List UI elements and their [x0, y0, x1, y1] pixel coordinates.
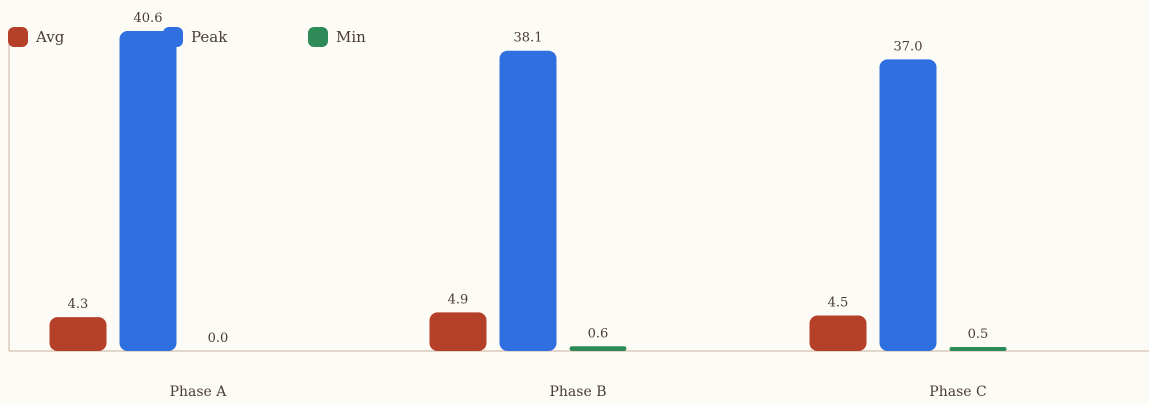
legend-swatch-avg	[8, 27, 28, 47]
bar-peak-phase-a	[119, 31, 177, 351]
bar-group	[49, 31, 1007, 351]
legend-item-min: Min	[308, 27, 366, 47]
value-label-min-phase-c: 0.5	[968, 327, 989, 342]
bar-avg-phase-c	[809, 315, 867, 351]
value-label-peak-phase-c: 37.0	[894, 39, 923, 54]
value-label-peak-phase-b: 38.1	[514, 31, 543, 46]
legend-label-min: Min	[336, 28, 366, 46]
category-label-phase-c: Phase C	[929, 384, 986, 400]
value-label-avg-phase-a: 4.3	[68, 297, 89, 312]
value-label-group: 4.3 4.9 4.5 40.6 38.1 37.0 0.0 0.6 0.5	[68, 11, 989, 346]
value-label-avg-phase-c: 4.5	[828, 296, 849, 311]
value-label-avg-phase-b: 4.9	[448, 292, 469, 307]
category-label-phase-b: Phase B	[550, 384, 607, 400]
legend-label-avg: Avg	[36, 28, 65, 46]
category-label-group: Phase A Phase B Phase C	[170, 384, 987, 400]
bar-min-phase-b	[569, 346, 627, 351]
bar-avg-phase-b	[429, 312, 487, 351]
value-label-min-phase-a: 0.0	[208, 331, 229, 346]
bar-peak-phase-c	[879, 59, 937, 351]
legend-swatch-peak	[163, 27, 183, 47]
legend-swatch-min	[308, 27, 328, 47]
bar-min-phase-c	[949, 347, 1007, 351]
category-label-phase-a: Phase A	[170, 384, 228, 400]
legend-label-peak: Peak	[191, 28, 228, 46]
bar-avg-phase-a	[49, 317, 107, 351]
legend-item-avg: Avg	[8, 27, 64, 47]
value-label-min-phase-b: 0.6	[588, 326, 609, 341]
bar-peak-phase-b	[499, 50, 557, 351]
value-label-peak-phase-a: 40.6	[134, 11, 163, 26]
legend-item-peak: Peak	[163, 27, 227, 47]
